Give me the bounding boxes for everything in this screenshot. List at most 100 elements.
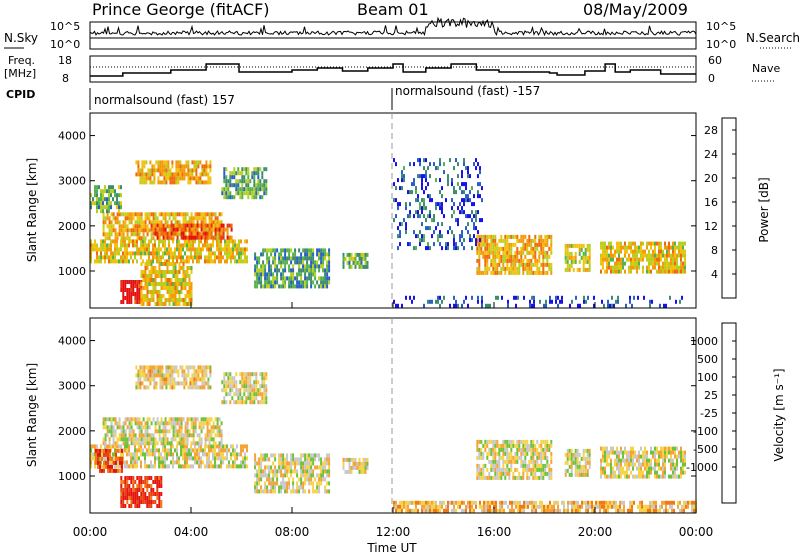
- velocity-cell: [588, 460, 591, 465]
- power-cell: [132, 216, 135, 221]
- velocity-cell: [126, 437, 129, 442]
- velocity-cell: [232, 452, 234, 457]
- velocity-cell: [500, 443, 503, 448]
- power-cell: [120, 247, 122, 252]
- power-cell: [182, 212, 185, 217]
- power-cell: [164, 231, 167, 236]
- velocity-cell: [140, 429, 143, 434]
- power-cell: [642, 257, 644, 262]
- power-cell: [186, 212, 189, 217]
- power-cell: [146, 302, 149, 306]
- power-cell: [284, 284, 287, 289]
- velocity-cell: [120, 429, 123, 434]
- power-cell: [588, 259, 591, 264]
- power-cell: [245, 171, 248, 176]
- velocity-cell: [518, 443, 521, 448]
- velocity-cell: [328, 489, 331, 494]
- power-cell: [148, 220, 151, 225]
- velocity-cell: [192, 437, 195, 442]
- velocity-cell: [206, 421, 209, 426]
- velocity-cell: [514, 443, 517, 448]
- power-cell: [120, 259, 122, 264]
- velocity-cell: [138, 500, 141, 504]
- velocity-cell: [218, 433, 221, 438]
- power-cell: [100, 197, 102, 202]
- velocity-cell: [582, 452, 585, 457]
- velocity-cell: [162, 448, 164, 453]
- velocity-cell: [292, 457, 295, 462]
- power-cell: [514, 242, 517, 247]
- velocity-cell: [584, 460, 587, 465]
- velocity-cell: [259, 384, 262, 389]
- velocity-cell: [206, 452, 208, 457]
- power-cell: [134, 251, 136, 256]
- velocity-cell: [534, 467, 537, 472]
- power-cell: [122, 228, 125, 233]
- velocity-cell: [264, 473, 267, 478]
- velocity-cell: [144, 484, 147, 488]
- power-cell: [557, 295, 559, 300]
- power-cell: [405, 226, 407, 231]
- power-cell: [672, 261, 674, 266]
- power-cell: [570, 259, 573, 264]
- velocity-cell: [310, 461, 313, 466]
- power-cell: [152, 231, 155, 236]
- velocity-cell: [216, 452, 218, 457]
- power-cell: [192, 247, 194, 252]
- velocity-cell: [510, 439, 513, 444]
- power-cell: [158, 212, 161, 217]
- velocity-cell: [260, 485, 263, 490]
- power-cell: [193, 168, 196, 173]
- power-cell: [475, 214, 477, 219]
- velocity-cell: [574, 472, 577, 477]
- velocity-cell: [220, 429, 223, 434]
- power-cell: [421, 210, 423, 215]
- power-cell: [421, 178, 423, 183]
- power-cell: [243, 187, 246, 192]
- velocity-cell: [112, 425, 115, 430]
- velocity-cell: [582, 456, 585, 461]
- power-cell: [328, 256, 331, 261]
- power-cell: [156, 235, 159, 240]
- velocity-cell: [124, 429, 127, 434]
- power-colorbar-tick-label: 28: [704, 124, 718, 137]
- power-cell: [102, 228, 105, 233]
- power-cell: [186, 220, 189, 225]
- power-cell: [626, 245, 628, 250]
- velocity-cell: [476, 447, 479, 452]
- power-cell: [212, 228, 215, 233]
- power-cell: [532, 246, 535, 251]
- velocity-cell: [150, 460, 152, 465]
- power-cell: [649, 299, 651, 304]
- velocity-cell: [156, 484, 159, 488]
- power-cell: [578, 247, 581, 252]
- power-cell: [312, 256, 315, 261]
- velocity-cell: [612, 446, 614, 451]
- power-cell: [178, 243, 180, 248]
- power-cell: [629, 299, 631, 304]
- velocity-cell: [488, 459, 491, 464]
- power-cell: [280, 252, 283, 257]
- power-cell: [507, 303, 509, 308]
- velocity-cell: [304, 465, 307, 470]
- velocity-cell: [518, 475, 521, 480]
- power-cell: [114, 193, 116, 198]
- velocity-cell: [208, 421, 211, 426]
- power-cell: [364, 252, 367, 257]
- power-cell: [628, 265, 630, 270]
- velocity-cell: [494, 459, 497, 464]
- velocity-cell: [119, 468, 121, 473]
- power-cell: [206, 247, 208, 252]
- velocity-cell: [578, 452, 581, 457]
- power-cell: [270, 252, 273, 257]
- velocity-cell: [490, 451, 493, 456]
- velocity-cell: [154, 421, 157, 426]
- power-cell: [154, 223, 157, 228]
- power-cell: [506, 266, 509, 271]
- velocity-cell: [138, 456, 140, 461]
- velocity-cell: [580, 464, 583, 469]
- power-cell: [395, 303, 397, 308]
- velocity-cell: [504, 447, 507, 452]
- velocity-cell: [186, 452, 188, 457]
- velocity-cell: [262, 457, 265, 462]
